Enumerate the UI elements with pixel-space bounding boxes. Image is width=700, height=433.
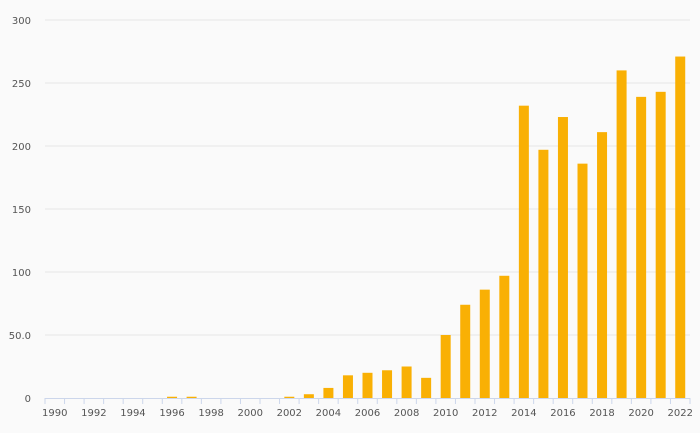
bar-2020 bbox=[636, 96, 647, 399]
bar-2003 bbox=[303, 394, 314, 398]
bar-2019 bbox=[616, 70, 627, 399]
x-axis-ticks bbox=[44, 398, 691, 404]
bar-2010 bbox=[440, 335, 451, 398]
bar-2022 bbox=[675, 56, 686, 398]
x-tick-label: 2014 bbox=[511, 408, 536, 419]
x-tick-label: 2020 bbox=[628, 408, 653, 419]
bar-2018 bbox=[597, 132, 608, 398]
x-tick-label: 2000 bbox=[238, 408, 263, 419]
bar-2013 bbox=[499, 275, 510, 398]
bar-2002 bbox=[284, 396, 295, 398]
bar-2012 bbox=[479, 289, 490, 398]
x-tick-label: 2022 bbox=[668, 408, 693, 419]
x-tick-label: 2016 bbox=[550, 408, 575, 419]
y-tick-label: 50.0 bbox=[9, 331, 31, 342]
bar-2005 bbox=[342, 375, 353, 398]
x-tick-label: 2018 bbox=[589, 408, 614, 419]
bar-2015 bbox=[538, 149, 549, 398]
x-axis-labels: 1990 1992 1994 1996 1998 2000 2002 2004 2006 2008… bbox=[42, 408, 693, 419]
x-tick-label: 1998 bbox=[198, 408, 223, 419]
y-tick-label: 0 bbox=[25, 394, 31, 405]
x-tick-label: 2004 bbox=[316, 408, 341, 419]
x-tick-label: 1994 bbox=[120, 408, 145, 419]
bar-series bbox=[167, 56, 686, 399]
x-tick-label: 2002 bbox=[277, 408, 302, 419]
y-tick-label: 250 bbox=[12, 79, 31, 90]
bar-2009 bbox=[421, 377, 432, 398]
y-axis-labels: 0 50.0 100 150 200 250 300 bbox=[9, 16, 31, 405]
y-tick-label: 100 bbox=[12, 268, 31, 279]
bar-2006 bbox=[362, 372, 373, 398]
bar-1996 bbox=[167, 396, 178, 398]
bar-2004 bbox=[323, 387, 334, 398]
bar-2008 bbox=[401, 366, 412, 398]
bar-2021 bbox=[655, 91, 666, 398]
y-tick-label: 300 bbox=[12, 16, 31, 27]
bar-2014 bbox=[518, 105, 529, 399]
x-tick-label: 1996 bbox=[159, 408, 184, 419]
y-tick-label: 150 bbox=[12, 205, 31, 216]
x-tick-label: 2006 bbox=[355, 408, 380, 419]
bar-2011 bbox=[460, 304, 471, 398]
y-tick-label: 200 bbox=[12, 142, 31, 153]
x-tick-label: 2010 bbox=[433, 408, 458, 419]
bar-2007 bbox=[382, 370, 393, 398]
x-tick-label: 1990 bbox=[42, 408, 67, 419]
x-tick-label: 2008 bbox=[394, 408, 419, 419]
x-tick-label: 1992 bbox=[81, 408, 106, 419]
bar-2017 bbox=[577, 163, 588, 398]
bar-1997 bbox=[186, 396, 197, 398]
x-tick-label: 2012 bbox=[472, 408, 497, 419]
bar-2016 bbox=[557, 117, 568, 399]
